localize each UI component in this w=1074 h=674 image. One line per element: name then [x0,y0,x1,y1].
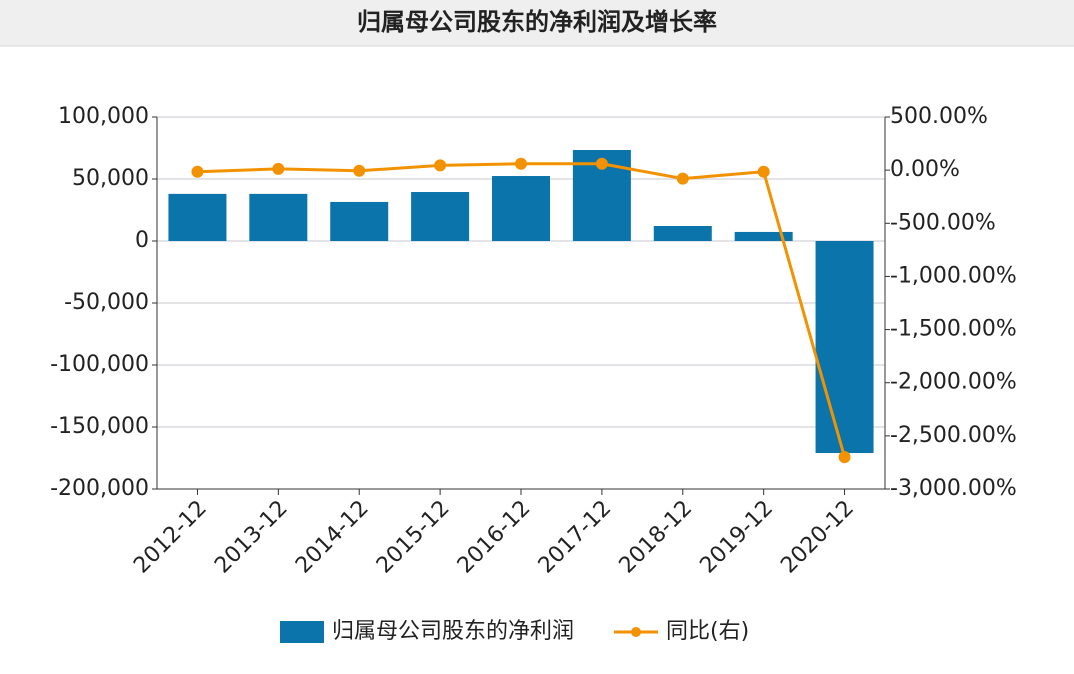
bar [249,193,308,241]
legend-item: 归属母公司股东的净利润 [280,619,574,644]
y-tick-label: 0 [135,228,149,253]
y2-tick-label: -2,000.00% [890,370,1017,395]
y-tick-label: -100,000 [50,352,149,377]
y-tick-label: -200,000 [50,476,149,501]
legend-marker [631,627,642,637]
x-tick-label: 2017-12 [534,496,617,579]
x-tick-label: 2013-12 [210,496,293,579]
legend-swatch [280,621,324,643]
y2-tick-label: -1,500.00% [890,317,1017,342]
y-tick-label: -150,000 [50,414,149,439]
y2-tick-label: -2,500.00% [890,423,1017,448]
x-tick-label: 2019-12 [695,496,778,579]
line-point [676,172,689,185]
y2-tick-label: -500.00% [890,210,996,235]
bar [330,201,389,241]
bar [653,225,712,241]
y2-tick-label: 500.00% [890,104,988,129]
y2-tick-label: -1,000.00% [890,263,1017,288]
y2-tick-label: 0.00% [890,157,960,182]
line-point [191,165,204,178]
line-point [595,157,608,170]
bar [734,231,793,241]
x-tick-label: 2015-12 [372,496,455,579]
line-point [515,157,527,170]
title-band [0,0,1074,46]
bar [815,241,874,454]
line-point [272,162,285,175]
legend-label: 同比(右) [666,619,749,644]
line-point [434,159,447,172]
x-tick-label: 2012-12 [129,496,212,579]
x-tick-label: 2014-12 [291,496,374,579]
x-tick-label: 2018-12 [615,496,698,579]
line-point [353,164,366,177]
y-tick-label: 50,000 [72,166,149,191]
legend-item: 同比(右) [614,619,749,644]
bar [492,176,550,241]
bar [168,193,227,241]
line-point [838,451,851,464]
y2-tick-label: -3,000.00% [890,476,1017,501]
chart-title: 归属母公司股东的净利润及增长率 [357,8,717,36]
y-tick-label: 100,000 [58,104,149,129]
x-tick-label: 2016-12 [453,496,536,579]
bar [411,192,470,241]
line-point [757,165,770,178]
x-tick-label: 2020-12 [776,496,859,579]
legend-label: 归属母公司股东的净利润 [332,619,574,644]
y-tick-label: -50,000 [64,290,149,315]
